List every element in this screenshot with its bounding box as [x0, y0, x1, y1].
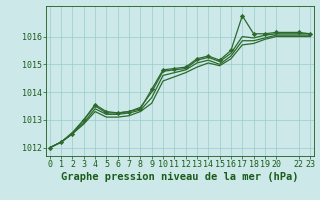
X-axis label: Graphe pression niveau de la mer (hPa): Graphe pression niveau de la mer (hPa) [61, 172, 299, 182]
